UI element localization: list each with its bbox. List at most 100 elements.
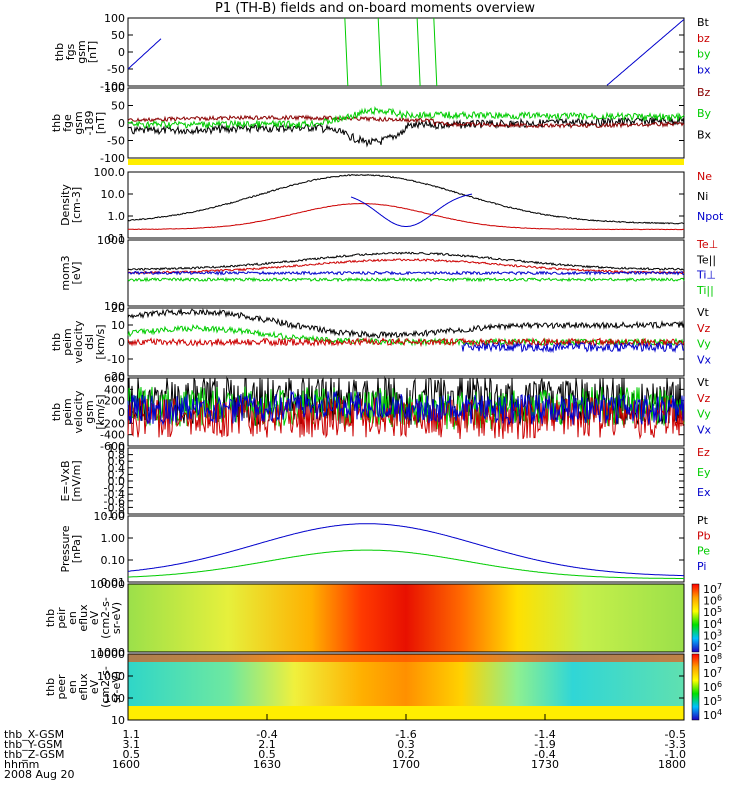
legend-entry: Pb: [697, 529, 711, 542]
Te-par-curve: [127, 251, 685, 271]
y-axis-label-line: (cm2-s-: [99, 597, 112, 639]
y-axis-label-line: [nT]: [86, 41, 99, 63]
y-axis-label-line: [km/s]: [94, 324, 107, 359]
y-tick-label: 100: [104, 300, 125, 313]
y-axis-label-line: Density: [59, 184, 72, 226]
colorbar-exponent: 5: [717, 694, 722, 703]
bx-curve: [606, 19, 685, 86]
y-tick-label: 0.10: [101, 554, 126, 567]
y-tick-label: 50: [111, 100, 125, 113]
legend-entry: Ex: [697, 486, 711, 499]
y-tick-label: 1.0: [108, 442, 126, 455]
Ti-perp-curve: [127, 270, 685, 276]
x-tick-label: 0.3: [397, 738, 415, 751]
x-tick-label: -0.5: [665, 728, 686, 741]
heatmap-high-energy-band: [128, 654, 684, 662]
x-tick-label: 1600: [112, 758, 140, 771]
y-axis-label-line: thb: [44, 678, 57, 696]
y-tick-label: 1000: [97, 234, 125, 247]
y-axis-label-line: Pressure: [59, 525, 72, 572]
y-tick-label: 1.0: [108, 210, 126, 223]
colorbar: [691, 583, 700, 653]
colorbar-tick-label: 106: [703, 680, 722, 694]
colorbar-exponent: 6: [717, 594, 722, 603]
y-axis-label-line: eflux: [77, 673, 90, 701]
x-tick-label: 1800: [658, 758, 686, 771]
legend-entry: Pt: [697, 514, 709, 527]
legend-entry: Pi: [697, 560, 706, 573]
y-tick-label: 10: [111, 319, 125, 332]
by-curve: [433, 17, 438, 87]
y-axis-label-line: mom3: [59, 255, 72, 290]
y-axis-label-line: gsm: [83, 400, 96, 423]
y-axis-label-line: [mV/m]: [70, 460, 83, 501]
y-tick-label: -20: [107, 370, 125, 383]
legend-entry: Bt: [697, 16, 710, 29]
Ni-curve: [127, 174, 685, 225]
y-tick-label: 100.0: [94, 166, 126, 179]
panel-frame: [127, 87, 685, 159]
y-tick-label: 0.0: [108, 475, 126, 488]
y-axis-label-line: (cm2-s-: [99, 666, 112, 708]
y-axis-label-line: [nT]: [94, 112, 107, 134]
y-tick-label: -100: [100, 80, 125, 93]
y-axis-label-line: sr-eV): [110, 602, 123, 634]
y-axis-label-line: gsm: [75, 40, 88, 63]
y-axis-label-line: thb: [50, 403, 63, 421]
y-tick-label: 0.1: [108, 232, 126, 245]
y-tick-label: -10: [107, 353, 125, 366]
y-axis-label-line: peim: [61, 328, 74, 356]
y-axis-label-line: dsl: [83, 334, 96, 350]
x-tick-label: -1.9: [534, 738, 555, 751]
Vt-curve: [127, 308, 685, 339]
by-curve: [377, 17, 382, 87]
Vx-curve: [461, 340, 685, 354]
x-row-label: thb_Z-GSM: [4, 748, 64, 761]
colorbar-tick-label: 105: [703, 694, 722, 708]
y-tick-label: 100: [104, 82, 125, 95]
y-tick-label: 10.0: [101, 188, 126, 201]
x-tick-label: -1.0: [665, 748, 686, 761]
colorbar-exponent: 3: [717, 628, 722, 637]
legend-entry: Ez: [697, 446, 710, 459]
Pi-curve: [127, 523, 684, 577]
y-axis-label-line: gsm: [72, 111, 85, 134]
colorbar-exponent: 6: [717, 680, 722, 689]
legend-entry: Vt: [697, 306, 710, 319]
x-tick-label: 0.2: [397, 748, 415, 761]
legend-entry: Vz: [697, 392, 711, 405]
y-axis-label-line: peer: [55, 674, 68, 700]
colorbar-exponent: 4: [717, 708, 722, 717]
Vx-gsm-curve: [127, 389, 685, 426]
panel-frame: [127, 17, 685, 87]
colorbar: [691, 653, 700, 721]
Vz-curve: [127, 336, 685, 348]
panel-frame: [127, 171, 685, 239]
y-tick-label: -0.2: [104, 482, 125, 495]
x-tick-label: -1.6: [395, 728, 416, 741]
y-tick-label: -600: [100, 440, 125, 453]
legend-entry: Ne: [697, 170, 712, 183]
y-tick-label: 1000: [97, 646, 125, 659]
Ti-par-curve: [127, 276, 685, 283]
x-tick-label: 0.5: [123, 748, 141, 761]
y-tick-label: -0.4: [104, 488, 125, 501]
legend-entry: Vy: [697, 408, 711, 421]
x-tick-label: 1630: [253, 758, 281, 771]
By-curve: [127, 106, 685, 130]
x-row-label: thb_X-GSM: [4, 728, 64, 741]
x-row-label: thb_Y-GSM: [4, 738, 63, 751]
x-tick-label: 1730: [531, 758, 559, 771]
y-tick-label: 100: [104, 692, 125, 705]
legend-entry: By: [697, 107, 712, 120]
legend-entry: Bz: [697, 86, 711, 99]
y-axis-label-line: [cm-3]: [70, 187, 83, 223]
y-tick-label: -1.0: [104, 508, 125, 521]
legend-entry: Te||: [696, 253, 716, 266]
colorbar-exponent: 8: [717, 652, 722, 661]
legend-entry: Pe: [697, 545, 710, 558]
y-axis-label-line: velocity: [72, 320, 85, 363]
legend-entry: Npot: [697, 210, 724, 223]
panel-frame: [127, 583, 685, 653]
